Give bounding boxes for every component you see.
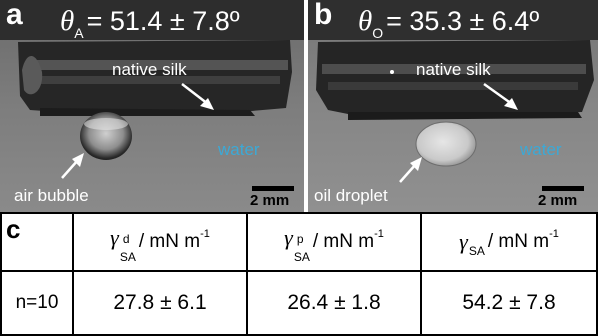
table-top-border (0, 212, 598, 214)
header-unit: / mN m (138, 231, 201, 252)
header-subscript: SA (468, 244, 485, 258)
panel-b-photo: b θO = 35.3 ± 6.4º native silk water oil … (308, 0, 598, 212)
theta-symbol: θ (358, 5, 373, 37)
air-bubble-photo (0, 0, 304, 212)
scale-label: 2 mm (250, 192, 290, 209)
panel-letter-a: a (6, 0, 23, 31)
value-total: 54.2 ± 7.8 (462, 291, 556, 314)
header-unit: / mN m (312, 231, 375, 252)
header-unit-exponent: -1 (549, 228, 559, 240)
gamma-symbol: γ (459, 229, 468, 254)
oil-contact-angle: θO = 35.3 ± 6.4º (358, 5, 540, 41)
advancing-contact-angle: θA = 51.4 ± 7.8º (60, 5, 240, 41)
header-unit: / mN m (487, 231, 550, 252)
row-label: n=10 (15, 292, 59, 313)
surface-energy-table: c γ d SA / mN m -1 γ p SA / mN m -1 γ SA / mN m… (0, 212, 598, 336)
header-superscript: p (296, 232, 304, 246)
panel-a-photo: a θA = 51.4 ± 7.8º native silk water air … (0, 0, 304, 212)
theta-subscript: O (372, 25, 384, 41)
table-column-divider (420, 212, 422, 336)
table-column-divider (246, 212, 248, 336)
label-native-silk: native silk (416, 60, 491, 79)
panel-letter-c: c (6, 214, 21, 244)
panel-letter-b: b (314, 0, 333, 31)
gamma-symbol: γ (110, 225, 119, 250)
header-subscript: SA (119, 250, 136, 264)
table-right-border (596, 212, 598, 336)
angle-value: = 51.4 ± 7.8º (86, 6, 240, 36)
header-unit-exponent: -1 (374, 228, 384, 240)
gamma-symbol: γ (284, 225, 293, 250)
theta-symbol: θ (60, 5, 75, 37)
header-superscript: d (122, 232, 130, 246)
table-bottom-border (0, 334, 598, 336)
table-left-border (0, 212, 2, 336)
angle-value: = 35.3 ± 6.4º (386, 6, 540, 36)
table-row-divider (0, 270, 598, 272)
header-unit-exponent: -1 (200, 228, 210, 240)
label-oil-droplet: oil droplet (314, 186, 388, 205)
header-dispersive-energy: γ d SA / mN m -1 (74, 214, 246, 270)
label-native-silk: native silk (112, 60, 187, 79)
scale-bar (252, 186, 294, 191)
label-water: water (520, 140, 562, 159)
value-polar: 26.4 ± 1.8 (287, 291, 381, 314)
label-air-bubble: air bubble (14, 186, 89, 205)
scale-bar (542, 186, 584, 191)
label-water: water (218, 140, 260, 159)
oil-droplet-photo (308, 0, 598, 212)
theta-subscript: A (74, 25, 84, 41)
value-dispersive: 27.8 ± 6.1 (113, 291, 207, 314)
scale-label: 2 mm (538, 192, 578, 209)
header-total-energy: γ SA / mN m -1 (422, 214, 596, 270)
header-polar-energy: γ p SA / mN m -1 (248, 214, 420, 270)
table-column-divider (72, 212, 74, 336)
header-subscript: SA (293, 250, 310, 264)
